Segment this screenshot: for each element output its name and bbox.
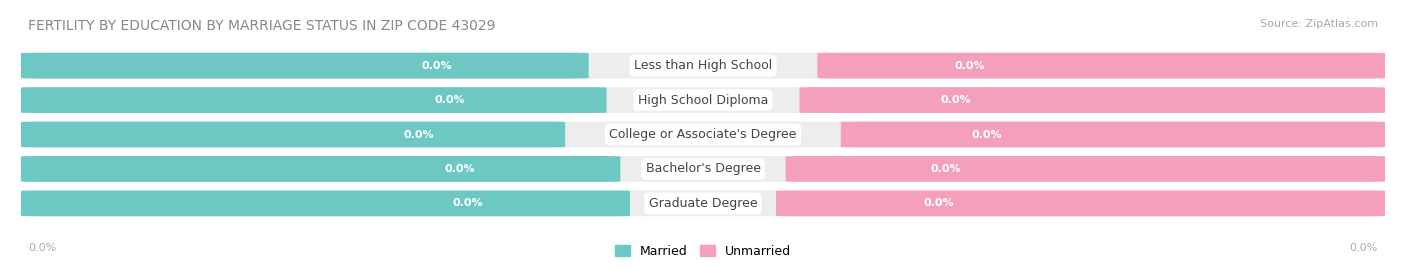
Text: 0.0%: 0.0% <box>955 61 986 71</box>
Text: Source: ZipAtlas.com: Source: ZipAtlas.com <box>1260 19 1378 29</box>
Text: 0.0%: 0.0% <box>972 129 1002 140</box>
FancyBboxPatch shape <box>21 122 1385 147</box>
Text: 0.0%: 0.0% <box>453 198 482 208</box>
FancyBboxPatch shape <box>776 190 1385 216</box>
Text: 0.0%: 0.0% <box>931 164 962 174</box>
Text: 0.0%: 0.0% <box>941 95 972 105</box>
Text: 0.0%: 0.0% <box>1350 243 1378 253</box>
Text: FERTILITY BY EDUCATION BY MARRIAGE STATUS IN ZIP CODE 43029: FERTILITY BY EDUCATION BY MARRIAGE STATU… <box>28 19 496 33</box>
FancyBboxPatch shape <box>21 87 1385 113</box>
Text: 0.0%: 0.0% <box>924 198 953 208</box>
Text: 0.0%: 0.0% <box>444 164 475 174</box>
FancyBboxPatch shape <box>800 87 1385 113</box>
FancyBboxPatch shape <box>786 156 1385 182</box>
FancyBboxPatch shape <box>21 53 1385 79</box>
FancyBboxPatch shape <box>21 156 1385 182</box>
Text: 0.0%: 0.0% <box>420 61 451 71</box>
Legend: Married, Unmarried: Married, Unmarried <box>610 239 796 263</box>
Text: High School Diploma: High School Diploma <box>638 94 768 107</box>
FancyBboxPatch shape <box>21 156 620 182</box>
FancyBboxPatch shape <box>841 122 1385 147</box>
FancyBboxPatch shape <box>21 190 1385 216</box>
Text: 0.0%: 0.0% <box>434 95 465 105</box>
Text: 0.0%: 0.0% <box>404 129 434 140</box>
FancyBboxPatch shape <box>21 190 630 216</box>
Text: 0.0%: 0.0% <box>28 243 56 253</box>
FancyBboxPatch shape <box>817 53 1385 79</box>
FancyBboxPatch shape <box>21 87 606 113</box>
Text: College or Associate's Degree: College or Associate's Degree <box>609 128 797 141</box>
Text: Graduate Degree: Graduate Degree <box>648 197 758 210</box>
Text: Bachelor's Degree: Bachelor's Degree <box>645 162 761 175</box>
FancyBboxPatch shape <box>21 122 565 147</box>
FancyBboxPatch shape <box>21 53 589 79</box>
Text: Less than High School: Less than High School <box>634 59 772 72</box>
